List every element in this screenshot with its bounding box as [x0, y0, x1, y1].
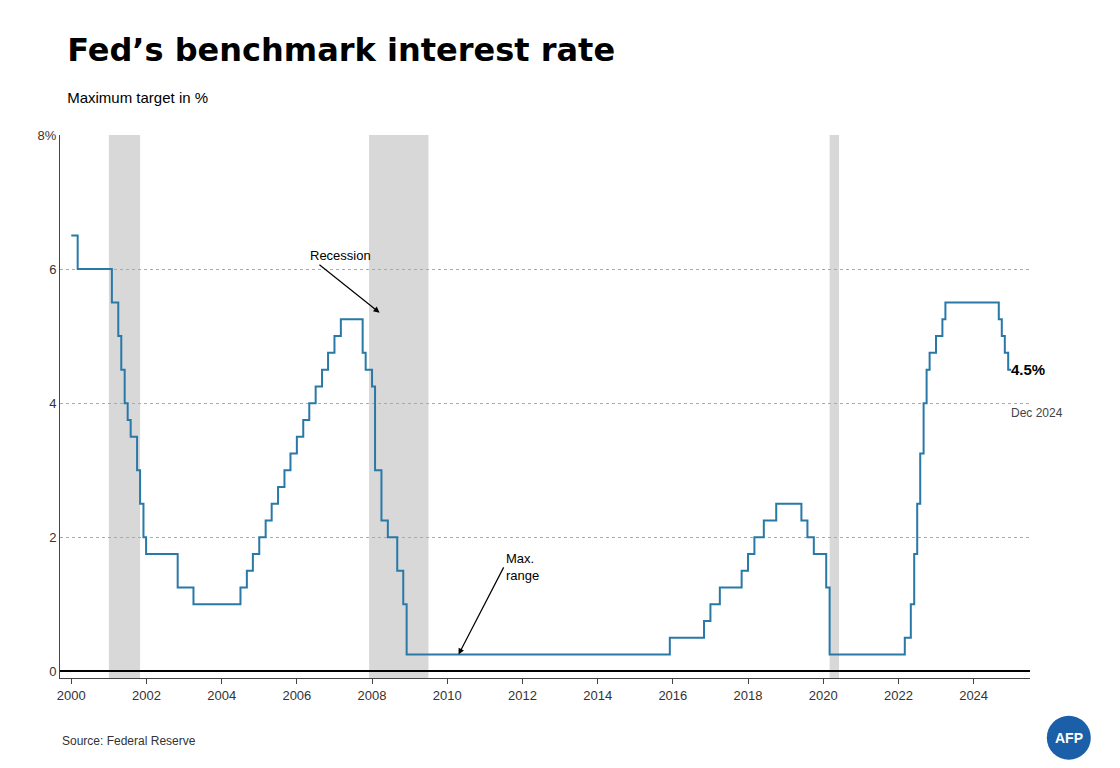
svg-text:Fed’s benchmark interest rate: Fed’s benchmark interest rate	[67, 31, 615, 69]
svg-text:2014: 2014	[583, 688, 612, 703]
svg-text:2024: 2024	[959, 688, 988, 703]
svg-text:2022: 2022	[884, 688, 913, 703]
svg-text:2000: 2000	[57, 688, 86, 703]
svg-text:8%: 8%	[38, 128, 57, 143]
svg-text:2020: 2020	[809, 688, 838, 703]
svg-text:2006: 2006	[282, 688, 311, 703]
svg-text:2010: 2010	[433, 688, 462, 703]
svg-text:2012: 2012	[508, 688, 537, 703]
svg-text:Recession: Recession	[310, 248, 371, 263]
svg-text:0: 0	[49, 664, 56, 679]
svg-text:4.5%: 4.5%	[1011, 361, 1045, 378]
svg-text:Maximum target in %: Maximum target in %	[67, 89, 208, 106]
svg-text:2016: 2016	[658, 688, 687, 703]
svg-text:2: 2	[49, 530, 56, 545]
svg-text:Max.range: Max.range	[506, 551, 539, 583]
svg-text:6: 6	[49, 262, 56, 277]
svg-text:2004: 2004	[207, 688, 236, 703]
svg-text:4: 4	[49, 396, 56, 411]
svg-text:AFP: AFP	[1055, 730, 1083, 746]
svg-text:Dec 2024: Dec 2024	[1011, 406, 1063, 420]
svg-text:2008: 2008	[358, 688, 387, 703]
svg-text:Source: Federal Reserve: Source: Federal Reserve	[62, 734, 196, 748]
svg-text:2018: 2018	[734, 688, 763, 703]
svg-text:2002: 2002	[132, 688, 161, 703]
